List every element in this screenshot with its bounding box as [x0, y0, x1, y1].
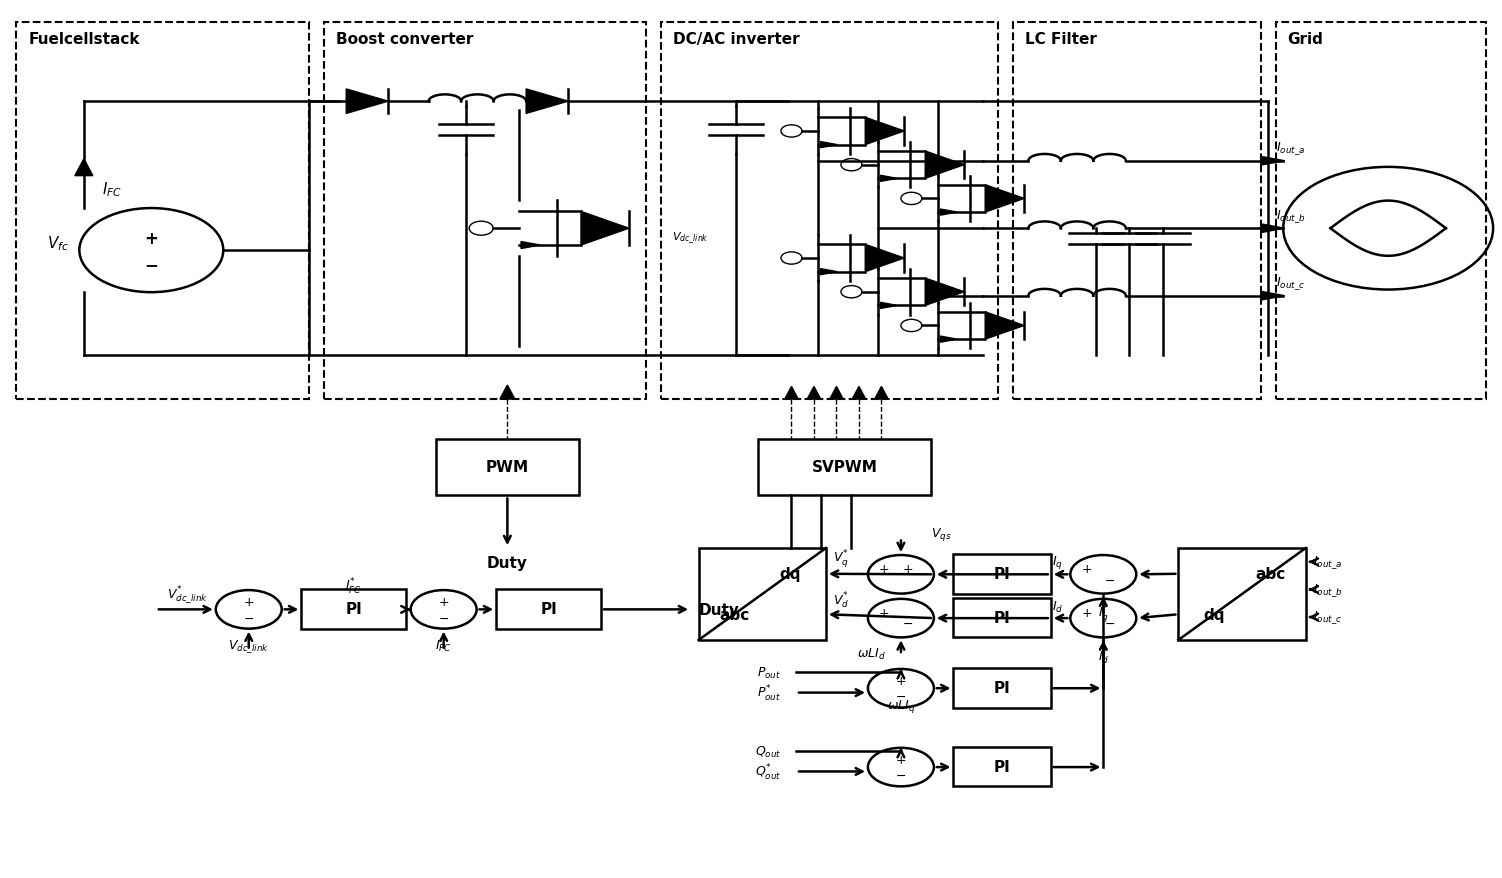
Polygon shape	[940, 336, 957, 342]
Text: $I_{FC}$: $I_{FC}$	[102, 180, 122, 199]
Polygon shape	[500, 385, 515, 399]
FancyBboxPatch shape	[759, 439, 931, 496]
Text: $V_d^{*}$: $V_d^{*}$	[834, 590, 850, 610]
FancyBboxPatch shape	[436, 439, 578, 496]
Text: −: −	[903, 618, 913, 630]
Polygon shape	[1260, 225, 1284, 234]
FancyBboxPatch shape	[1178, 549, 1305, 640]
Text: −: −	[439, 612, 449, 625]
Text: $I_d$: $I_d$	[1051, 599, 1063, 614]
Text: $V_q^{*}$: $V_q^{*}$	[834, 548, 849, 570]
Text: $P_{out}$: $P_{out}$	[757, 666, 781, 680]
Polygon shape	[880, 176, 897, 183]
Text: +: +	[144, 230, 158, 248]
Text: $I_q$: $I_q$	[1051, 553, 1063, 571]
Text: Fuelcellstack: Fuelcellstack	[29, 32, 140, 47]
Text: +: +	[879, 563, 889, 575]
Text: −: −	[144, 255, 158, 273]
Text: +: +	[895, 753, 906, 766]
Text: $I_{FC}^{*}$: $I_{FC}^{*}$	[345, 577, 362, 596]
Text: PI: PI	[994, 566, 1011, 582]
Text: abc: abc	[1254, 566, 1286, 581]
Polygon shape	[865, 119, 904, 146]
Text: PI: PI	[345, 601, 362, 616]
Text: $\omega L I_q$: $\omega L I_q$	[886, 697, 915, 714]
Polygon shape	[1260, 292, 1284, 300]
Text: DC/AC inverter: DC/AC inverter	[673, 32, 799, 47]
Text: LC Filter: LC Filter	[1026, 32, 1098, 47]
Text: $I_{FC}$: $I_{FC}$	[436, 637, 452, 652]
Polygon shape	[581, 212, 629, 246]
Text: −: −	[895, 769, 906, 782]
Polygon shape	[880, 303, 897, 309]
Text: $I_{out\_a}$: $I_{out\_a}$	[1313, 554, 1343, 571]
FancyBboxPatch shape	[954, 598, 1051, 637]
Text: $Q_{out}^{*}$: $Q_{out}^{*}$	[754, 761, 781, 781]
Text: PI: PI	[994, 759, 1011, 774]
Polygon shape	[985, 313, 1024, 340]
Text: +: +	[903, 563, 913, 575]
Text: −: −	[243, 612, 254, 625]
Text: $I_d^{*}$: $I_d^{*}$	[1098, 646, 1108, 666]
FancyBboxPatch shape	[954, 668, 1051, 708]
Text: $Q_{out}$: $Q_{out}$	[754, 744, 781, 759]
Polygon shape	[820, 270, 837, 276]
FancyBboxPatch shape	[302, 589, 406, 629]
FancyBboxPatch shape	[954, 747, 1051, 787]
Text: dq: dq	[780, 566, 801, 581]
Text: $V_{dc\_link}^{*}$: $V_{dc\_link}^{*}$	[167, 583, 209, 605]
Polygon shape	[784, 387, 798, 399]
FancyBboxPatch shape	[698, 549, 826, 640]
Text: $I_{out\_a}$: $I_{out\_a}$	[1275, 140, 1305, 157]
Text: +: +	[895, 674, 906, 687]
Polygon shape	[940, 210, 957, 216]
Polygon shape	[1260, 157, 1284, 166]
Polygon shape	[820, 142, 837, 148]
Text: $V_{fc}$: $V_{fc}$	[47, 234, 69, 253]
FancyBboxPatch shape	[954, 555, 1051, 594]
Text: +: +	[243, 595, 254, 608]
Text: Grid: Grid	[1287, 32, 1323, 47]
Text: abc: abc	[719, 607, 749, 622]
Text: +: +	[1081, 563, 1092, 575]
Text: PI: PI	[994, 610, 1011, 625]
FancyBboxPatch shape	[496, 589, 601, 629]
Polygon shape	[75, 160, 93, 176]
Polygon shape	[807, 387, 820, 399]
Polygon shape	[874, 387, 888, 399]
Text: −: −	[1104, 618, 1114, 630]
Text: PI: PI	[994, 680, 1011, 695]
Polygon shape	[521, 242, 541, 249]
Polygon shape	[526, 90, 568, 114]
Text: PI: PI	[541, 601, 557, 616]
Polygon shape	[852, 387, 865, 399]
Text: Duty: Duty	[698, 602, 739, 617]
Polygon shape	[829, 387, 843, 399]
Text: −: −	[1104, 574, 1114, 587]
Text: $I_{out\_c}$: $I_{out\_c}$	[1275, 275, 1305, 292]
Text: $P_{out}^{*}$: $P_{out}^{*}$	[757, 683, 781, 703]
Text: $\omega L I_d$: $\omega L I_d$	[856, 646, 885, 661]
Text: +: +	[1081, 606, 1092, 619]
Polygon shape	[925, 152, 964, 179]
Text: +: +	[879, 606, 889, 619]
Text: $I_{out\_c}$: $I_{out\_c}$	[1313, 609, 1343, 626]
Text: Boost converter: Boost converter	[336, 32, 473, 47]
Text: PWM: PWM	[485, 460, 529, 475]
Text: $I_{out\_b}$: $I_{out\_b}$	[1313, 581, 1343, 598]
Polygon shape	[985, 185, 1024, 212]
Text: $V_{dc\_link}$: $V_{dc\_link}$	[671, 230, 709, 246]
Text: SVPWM: SVPWM	[811, 460, 877, 475]
Text: $I_{out\_b}$: $I_{out\_b}$	[1275, 208, 1305, 225]
Text: $I_q^{*}$: $I_q^{*}$	[1098, 602, 1108, 624]
Text: +: +	[439, 595, 449, 608]
Text: Duty: Duty	[487, 556, 527, 571]
Polygon shape	[925, 278, 964, 306]
Text: $V_{qs}$: $V_{qs}$	[931, 525, 951, 543]
Polygon shape	[865, 245, 904, 272]
Text: −: −	[895, 691, 906, 703]
Polygon shape	[345, 90, 388, 114]
Text: $V_{dc\_link}$: $V_{dc\_link}$	[228, 637, 269, 654]
Text: dq: dq	[1203, 607, 1224, 622]
